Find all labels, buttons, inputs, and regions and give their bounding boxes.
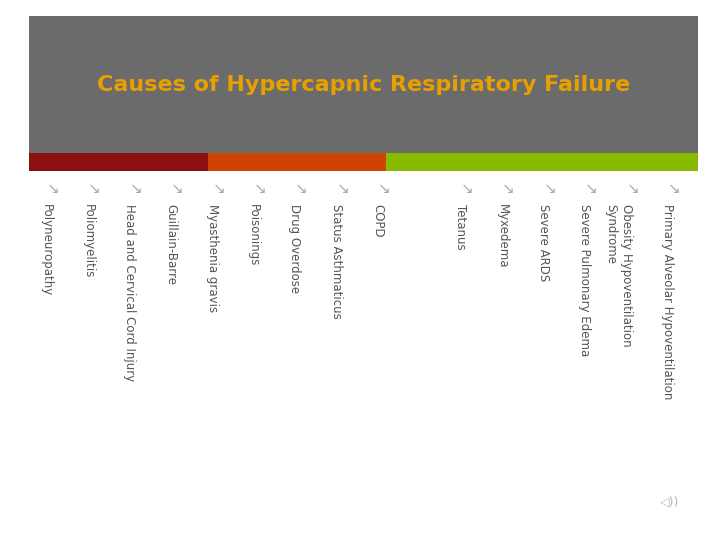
- Text: ◁)): ◁)): [660, 496, 679, 509]
- Text: ↘: ↘: [378, 181, 391, 196]
- Text: Tetanus: Tetanus: [454, 204, 467, 249]
- FancyBboxPatch shape: [207, 153, 387, 171]
- Text: ↘: ↘: [212, 181, 225, 196]
- Text: Poliomyelitis: Poliomyelitis: [81, 204, 94, 279]
- FancyBboxPatch shape: [29, 153, 207, 171]
- FancyBboxPatch shape: [387, 153, 698, 171]
- Text: Myxedema: Myxedema: [495, 204, 508, 268]
- Text: Causes of Hypercapnic Respiratory Failure: Causes of Hypercapnic Respiratory Failur…: [97, 75, 630, 94]
- Text: Primary Alveolar Hypoventilation: Primary Alveolar Hypoventilation: [661, 204, 674, 400]
- Text: ↘: ↘: [502, 181, 515, 196]
- Text: ↘: ↘: [626, 181, 639, 196]
- Text: COPD: COPD: [372, 204, 384, 238]
- Text: ↘: ↘: [88, 181, 101, 196]
- Text: Head and Cervical Cord Injury: Head and Cervical Cord Injury: [123, 204, 136, 381]
- Text: Severe ARDS: Severe ARDS: [537, 204, 550, 281]
- Text: ↘: ↘: [171, 181, 184, 196]
- Text: ↘: ↘: [253, 181, 266, 196]
- Text: Guillain-Barre: Guillain-Barre: [164, 204, 177, 285]
- Text: Drug Overdose: Drug Overdose: [289, 204, 302, 293]
- Text: Severe Pulmonary Edema: Severe Pulmonary Edema: [578, 204, 591, 356]
- Text: ↘: ↘: [585, 181, 598, 196]
- Text: Poisonings: Poisonings: [247, 204, 260, 266]
- Text: ↘: ↘: [544, 181, 557, 196]
- Text: Polyneuropathy: Polyneuropathy: [40, 204, 53, 296]
- FancyBboxPatch shape: [29, 16, 698, 153]
- Text: ↘: ↘: [336, 181, 349, 196]
- Text: Status Asthmaticus: Status Asthmaticus: [330, 204, 343, 319]
- Text: ↘: ↘: [295, 181, 308, 196]
- Text: ↘: ↘: [667, 181, 680, 196]
- Text: Obesity Hypoventilation
Syndrome: Obesity Hypoventilation Syndrome: [605, 204, 633, 347]
- Text: ↘: ↘: [461, 181, 474, 196]
- Text: ↘: ↘: [130, 181, 143, 196]
- Text: Myasthenia gravis: Myasthenia gravis: [206, 204, 219, 312]
- Text: ↘: ↘: [47, 181, 60, 196]
